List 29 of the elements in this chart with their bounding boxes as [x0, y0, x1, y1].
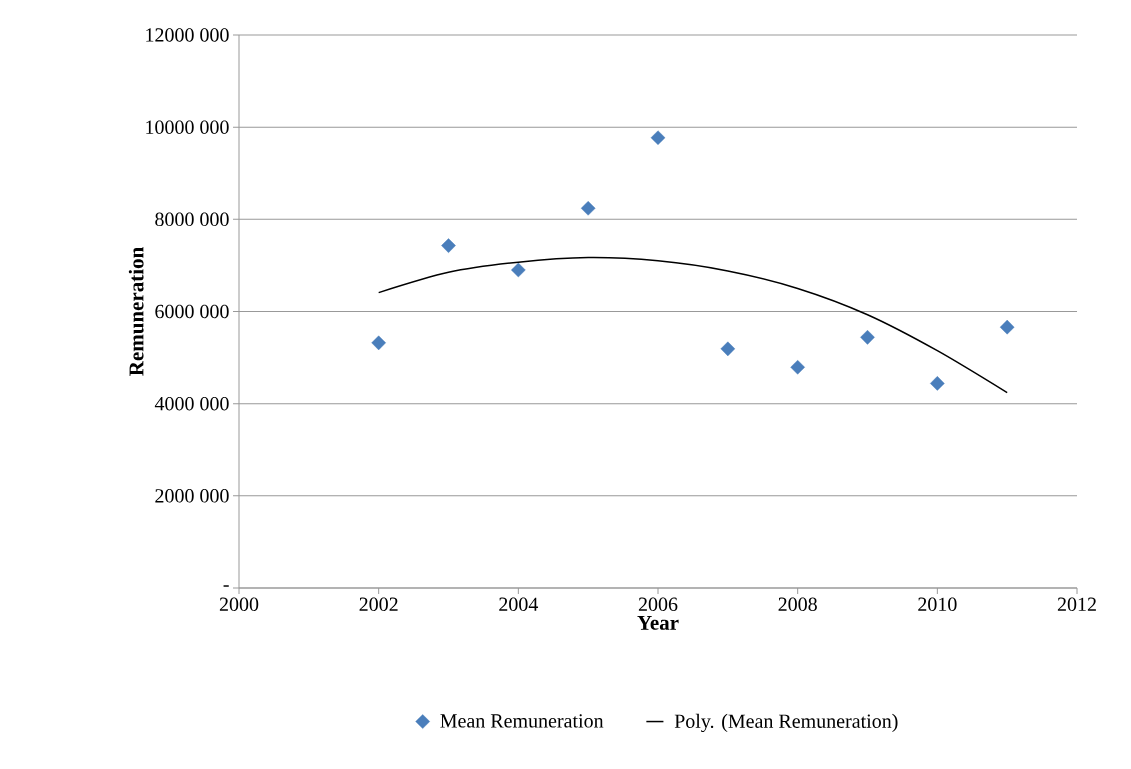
x-tick-label: 2004	[499, 597, 539, 612]
point	[999, 319, 1015, 335]
y-tick-label: 10000 000	[146, 120, 229, 134]
point	[860, 330, 875, 345]
point	[371, 335, 386, 351]
x-tick-label: 2010	[918, 597, 957, 612]
point	[790, 359, 805, 375]
x-tick-label: 2002	[359, 597, 398, 612]
x-axis-title: Year	[637, 615, 679, 630]
x-tick-label: 2000	[219, 597, 259, 612]
y-axis-title: Remuneration	[128, 247, 144, 376]
y-tick-label: 6000 000	[155, 304, 229, 319]
point	[650, 130, 666, 146]
point	[580, 201, 596, 216]
x-tick-label: 2008	[778, 597, 817, 612]
y-tick-label: 2000 000	[155, 489, 229, 503]
y-tick-label: 8000 000	[155, 212, 229, 227]
line-series	[377, 256, 1008, 394]
point	[511, 262, 526, 278]
x-tick-label: 2006	[638, 597, 678, 612]
y-tick-label: 12000 000	[146, 28, 229, 42]
y-tick-label: 4000 000	[154, 396, 229, 411]
point	[441, 238, 456, 253]
x-tick-label: 2012	[1057, 597, 1096, 612]
y-tick-label: -	[223, 585, 229, 587]
point	[930, 376, 945, 391]
legend-label: Poly. (Mean Remuneration)	[674, 713, 898, 733]
point	[720, 341, 736, 357]
legend-label: Mean Remuneration	[440, 714, 604, 728]
